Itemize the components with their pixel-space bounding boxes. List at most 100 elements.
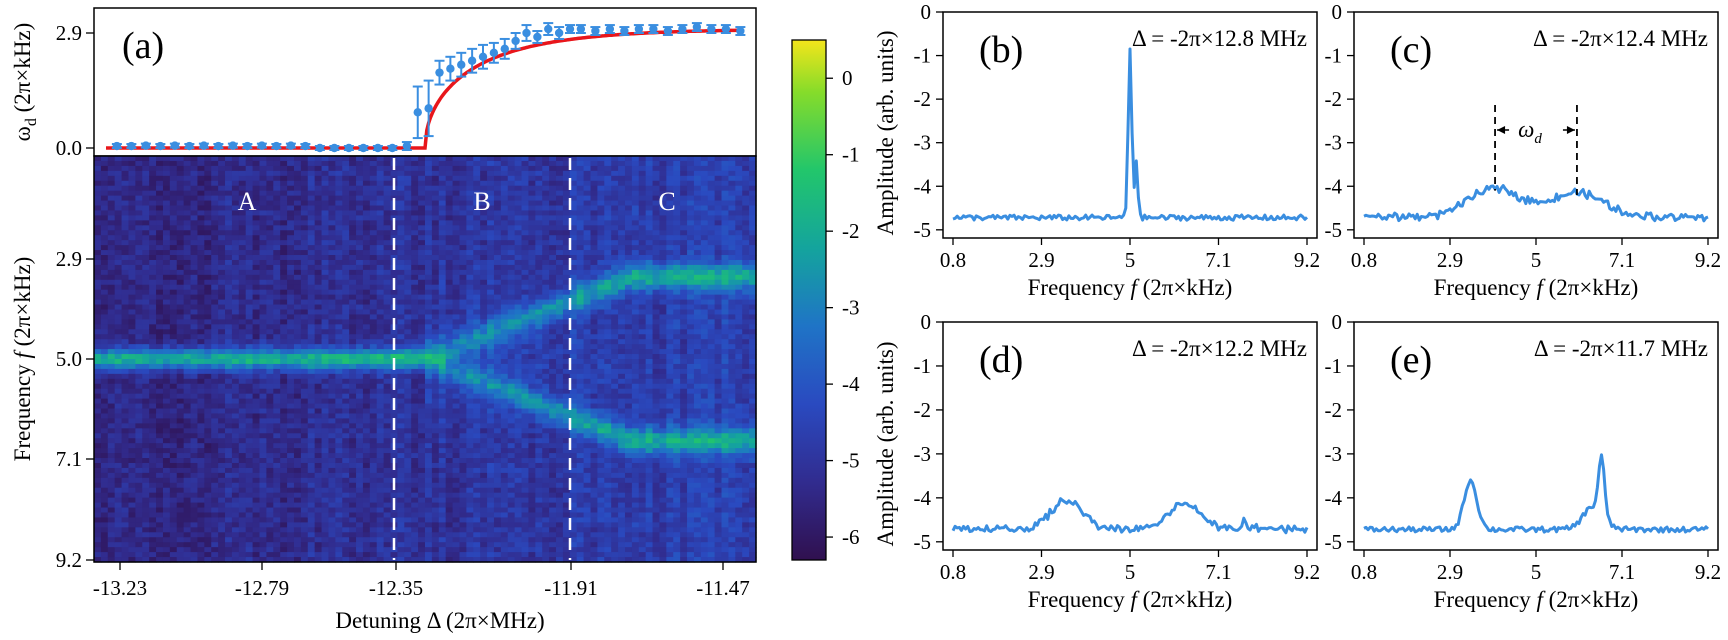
heatmap-cell [404, 462, 412, 469]
heatmap-cell [473, 383, 481, 390]
heatmap-cell [321, 507, 330, 514]
heatmap-cell [107, 156, 116, 162]
heatmap-cell [94, 368, 102, 375]
heatmap-cell [321, 388, 330, 395]
heatmap-cell [280, 462, 288, 469]
heatmap-cell [356, 472, 364, 479]
heatmap-cell [493, 230, 502, 236]
heatmap-cell [452, 344, 461, 350]
heatmap-cell [156, 482, 164, 489]
heatmap-cell [238, 215, 247, 221]
heatmap-cell [121, 175, 130, 182]
heatmap-cell [293, 393, 302, 400]
heatmap-cell [280, 378, 288, 385]
heatmap-cell [431, 492, 440, 499]
heatmap-cell [397, 462, 405, 469]
heatmap-cell [445, 284, 454, 291]
heatmap-cell [466, 359, 474, 365]
heatmap-cell [107, 418, 116, 424]
heatmap-cell [121, 537, 130, 543]
heatmap-cell [431, 547, 440, 553]
heatmap-cell [445, 215, 454, 221]
heatmap-cell [128, 235, 136, 241]
heatmap-cell [107, 502, 116, 509]
heatmap-cell [231, 398, 240, 405]
heatmap-cell [169, 537, 178, 543]
heatmap-cell [459, 472, 467, 479]
heatmap-cell [293, 190, 302, 197]
heatmap-cell [121, 532, 130, 538]
heatmap-cell [128, 383, 136, 390]
heatmap-cell [466, 547, 474, 553]
heatmap-cell [176, 388, 185, 395]
heatmap-cell [452, 378, 461, 385]
heatmap-cell [287, 195, 295, 202]
heatmap-cell [383, 363, 392, 370]
heatmap-cell [94, 210, 102, 217]
heatmap-cell [342, 467, 350, 474]
heatmap-cell [149, 542, 157, 548]
heatmap-cell [94, 175, 102, 182]
heatmap-cell [238, 205, 247, 212]
heatmap-cell [245, 517, 254, 523]
heatmap-cell [431, 368, 440, 375]
heatmap-cell [266, 423, 274, 429]
heatmap-cell [169, 403, 178, 410]
heatmap-cell [211, 443, 219, 449]
heatmap-cell [487, 487, 495, 494]
heatmap-cell [169, 393, 178, 400]
heatmap-cell [342, 388, 350, 395]
heatmap-cell [128, 443, 136, 449]
heatmap-cell [480, 383, 488, 390]
heatmap-cell [114, 443, 123, 449]
heatmap-cell [231, 165, 240, 172]
heatmap-cell [293, 453, 302, 459]
heatmap-cell [425, 304, 433, 311]
heatmap-cell [349, 200, 357, 207]
heatmap-cell [307, 363, 316, 370]
heatmap-cell [231, 274, 240, 281]
heatmap-cell [369, 324, 378, 330]
heatmap-cell [287, 557, 295, 563]
heatmap-cell [293, 344, 302, 350]
heatmap-cell [245, 363, 254, 370]
heatmap-cell [452, 448, 461, 454]
heatmap-cell [204, 423, 212, 429]
heatmap-cell [114, 453, 123, 459]
heatmap-cell [404, 156, 412, 162]
heatmap-cell [273, 408, 281, 415]
heatmap-cell [404, 512, 412, 519]
heatmap-cell [121, 403, 130, 410]
heatmap-cell [362, 418, 371, 424]
heatmap-cell [418, 180, 426, 187]
heatmap-cell [369, 195, 378, 202]
heatmap-cell [335, 284, 343, 291]
heatmap-cell [438, 443, 447, 449]
heatmap-cell [114, 195, 123, 202]
heatmap-cell [176, 264, 185, 271]
heatmap-cell [231, 190, 240, 197]
heatmap-cell [280, 423, 288, 429]
heatmap-cell [287, 274, 295, 281]
heatmap-cell [162, 210, 171, 217]
heatmap-cell [121, 482, 130, 489]
heatmap-cell [94, 334, 102, 340]
heatmap-cell [362, 423, 371, 429]
heatmap-cell [445, 359, 454, 365]
data-point [315, 143, 325, 153]
heatmap-cell [459, 284, 467, 291]
heatmap-cell [252, 547, 261, 553]
heatmap-cell [356, 225, 364, 231]
heatmap-cell [293, 398, 302, 405]
heatmap-cell [156, 160, 164, 167]
heatmap-cell [245, 156, 254, 162]
heatmap-cell [245, 458, 254, 464]
heatmap-cell [190, 359, 199, 365]
heatmap-cell [114, 279, 123, 286]
heatmap-cell [114, 487, 123, 494]
heatmap-cell [411, 522, 419, 528]
heatmap-cell [411, 458, 419, 464]
heatmap-cell [162, 408, 171, 415]
heatmap-cell [300, 547, 309, 553]
heatmap-cell [473, 269, 481, 276]
